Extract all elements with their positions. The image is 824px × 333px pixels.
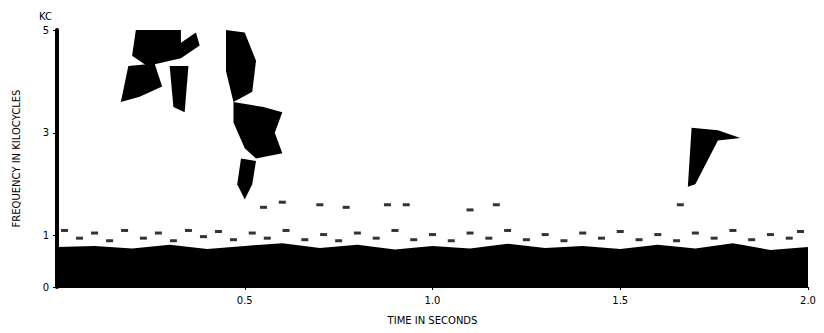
- svg-text:0.5: 0.5: [237, 295, 253, 306]
- svg-text:KC: KC: [39, 11, 52, 22]
- svg-text:1: 1: [43, 230, 49, 241]
- svg-text:1.0: 1.0: [425, 295, 441, 306]
- svg-text:2.0: 2.0: [800, 295, 816, 306]
- svg-text:5: 5: [43, 25, 49, 36]
- svg-text:FREQUENCY IN KILOCYCLES: FREQUENCY IN KILOCYCLES: [11, 90, 22, 228]
- svg-text:1.5: 1.5: [612, 295, 628, 306]
- svg-text:0: 0: [43, 282, 49, 293]
- svg-text:3: 3: [43, 127, 49, 138]
- svg-text:TIME IN SECONDS: TIME IN SECONDS: [387, 315, 478, 326]
